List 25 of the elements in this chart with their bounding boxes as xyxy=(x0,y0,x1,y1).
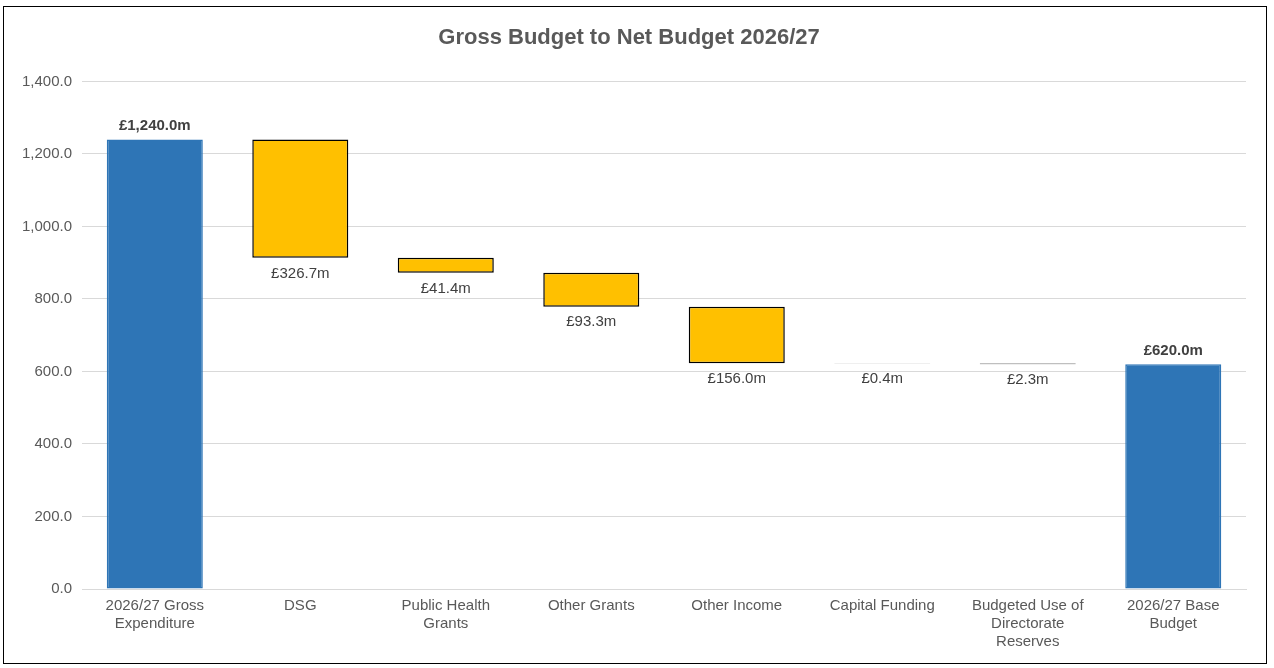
data-label: £156.0m xyxy=(707,368,766,386)
data-label: £0.4m xyxy=(861,369,904,387)
x-tick-label: Capital Funding xyxy=(829,596,935,614)
chart-title: Gross Budget to Net Budget 2026/27 xyxy=(438,24,820,50)
x-tick-label: Other Grants xyxy=(547,596,635,614)
y-tick-label: 1,400.0 xyxy=(22,71,73,89)
y-tick-label: 600.0 xyxy=(34,361,73,379)
y-tick-label: 800.0 xyxy=(34,289,73,307)
data-label: £1,240.0m xyxy=(118,116,191,134)
x-tick-label: 2026/27 Base Budget xyxy=(1126,596,1220,632)
y-tick-label: 200.0 xyxy=(34,506,73,524)
y-tick-label: 1,200.0 xyxy=(22,144,73,162)
y-tick-label: 0.0 xyxy=(51,579,73,597)
x-tick-label: Other Income xyxy=(691,596,783,614)
data-label: £326.7m xyxy=(271,263,330,281)
data-label: £620.0m xyxy=(1143,340,1203,358)
y-tick-label: 1,000.0 xyxy=(22,216,73,234)
data-label: £2.3m xyxy=(1006,369,1049,387)
x-tick-label: 2026/27 Gross Expenditure xyxy=(105,596,204,632)
x-tick-label: Public Health Grants xyxy=(401,596,490,632)
x-tick-label: Budgeted Use of Directorate Reserves xyxy=(971,596,1085,650)
y-tick-label: 400.0 xyxy=(34,434,73,452)
data-label: £93.3m xyxy=(566,312,617,330)
data-label: £41.4m xyxy=(420,278,471,296)
x-tick-label: DSG xyxy=(284,596,317,614)
